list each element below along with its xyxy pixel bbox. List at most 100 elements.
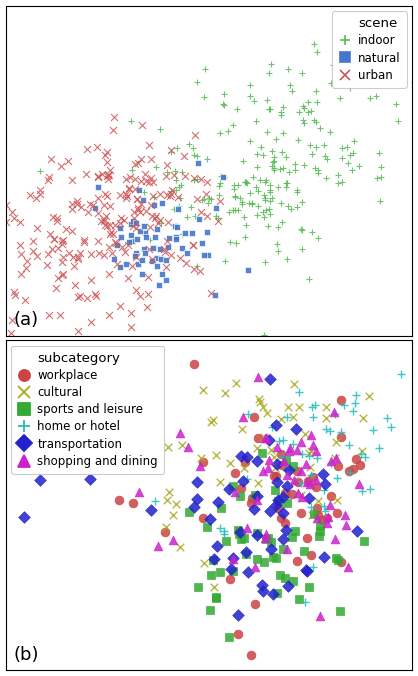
Point (249, 199, 255, 210)
Point (168, 147, 175, 158)
Point (135, 158, 142, 169)
Point (254, 554, 260, 564)
Point (173, 175, 179, 186)
Point (199, 238, 206, 249)
Point (117, 300, 124, 311)
Point (49, 243, 56, 254)
Point (272, 470, 279, 481)
Point (301, 117, 307, 128)
Point (186, 139, 192, 149)
Point (334, 170, 341, 180)
Point (237, 491, 243, 502)
Point (278, 449, 285, 460)
Point (255, 372, 261, 383)
Point (306, 139, 313, 150)
Point (135, 184, 142, 195)
Point (30, 245, 37, 256)
Point (102, 211, 109, 222)
Point (151, 231, 158, 242)
Point (17, 249, 24, 260)
Point (161, 243, 167, 254)
Point (122, 247, 129, 258)
Point (204, 226, 210, 237)
Point (299, 449, 306, 460)
Point (261, 212, 268, 222)
Point (95, 208, 102, 218)
Point (267, 374, 273, 385)
Point (320, 139, 327, 150)
Point (3, 200, 9, 211)
Point (94, 193, 101, 203)
Point (243, 473, 250, 484)
Point (154, 253, 161, 264)
Point (376, 148, 382, 159)
Point (282, 487, 288, 498)
Point (225, 126, 232, 137)
Point (278, 198, 284, 209)
Point (237, 193, 243, 203)
Point (239, 197, 246, 208)
Point (338, 70, 345, 81)
Point (59, 269, 66, 280)
Point (291, 164, 298, 175)
Point (350, 406, 357, 417)
Point (212, 593, 219, 604)
Point (314, 164, 321, 175)
Point (0, 237, 2, 247)
Point (176, 182, 182, 193)
Point (235, 525, 242, 535)
Point (43, 260, 50, 270)
Point (247, 188, 254, 199)
Point (283, 254, 290, 264)
Point (285, 64, 292, 74)
Point (279, 127, 286, 138)
Point (121, 215, 127, 226)
Point (230, 481, 237, 491)
Point (127, 230, 134, 241)
Point (10, 212, 17, 223)
Point (194, 476, 201, 487)
Point (282, 517, 288, 528)
Point (331, 409, 338, 420)
Point (262, 193, 268, 203)
Point (138, 176, 145, 187)
Point (298, 466, 305, 477)
Point (104, 190, 111, 201)
Point (308, 430, 314, 441)
Point (93, 291, 100, 301)
Point (306, 448, 313, 458)
Point (232, 191, 239, 201)
Point (229, 554, 236, 564)
Point (217, 503, 224, 514)
Point (296, 106, 302, 117)
Point (313, 85, 319, 96)
Point (114, 258, 120, 269)
Point (285, 581, 292, 592)
Point (200, 249, 207, 260)
Point (145, 288, 151, 299)
Point (118, 213, 125, 224)
Point (273, 588, 280, 599)
Point (200, 456, 207, 467)
Point (163, 522, 169, 533)
Point (309, 148, 316, 159)
Point (261, 194, 268, 205)
Point (272, 485, 279, 496)
Point (329, 59, 336, 70)
Point (398, 369, 405, 380)
Point (260, 431, 267, 442)
Point (278, 460, 285, 470)
Point (332, 534, 339, 545)
Point (289, 86, 296, 97)
Point (283, 152, 290, 163)
Point (324, 518, 330, 529)
Point (20, 511, 27, 522)
Point (319, 514, 326, 525)
Point (298, 437, 304, 448)
Point (217, 196, 224, 207)
Point (173, 234, 180, 245)
Point (265, 103, 272, 114)
Point (157, 189, 164, 199)
Point (106, 242, 113, 253)
Point (309, 226, 316, 237)
